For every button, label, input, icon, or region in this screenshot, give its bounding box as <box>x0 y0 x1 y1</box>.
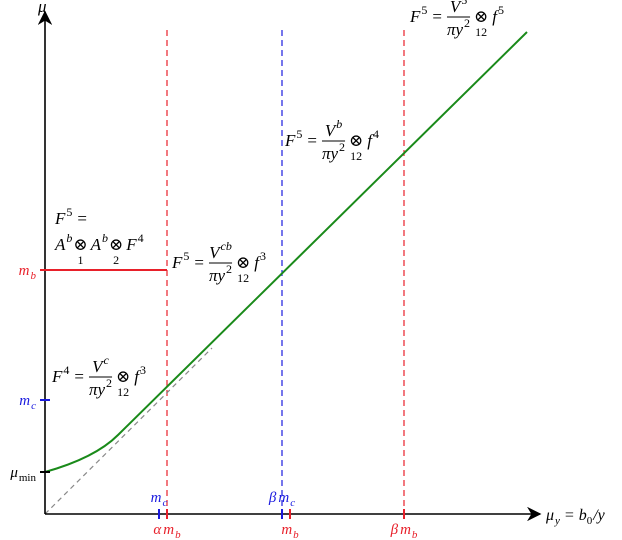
math-text: V <box>209 243 222 262</box>
math-text: = <box>194 253 204 272</box>
math-text: 2 <box>464 16 470 30</box>
math-text: 4 <box>138 231 144 245</box>
tick-label: c <box>162 497 167 509</box>
axis-label: 0 <box>587 515 593 527</box>
tick-label: m <box>19 393 30 409</box>
math-text: 5 <box>183 249 189 263</box>
math-text: 5 <box>296 127 302 141</box>
tick-label: b <box>293 529 299 540</box>
math-text: A <box>90 235 102 254</box>
math-text: 4 <box>373 127 379 141</box>
math-text: b <box>336 117 342 131</box>
math-text: 5 <box>421 3 427 17</box>
math-text: 12 <box>350 149 362 163</box>
math-text: f <box>492 7 499 26</box>
math-text: ⊗ <box>236 253 250 272</box>
math-text: 3 <box>260 249 266 263</box>
math-text: V <box>92 357 105 376</box>
math-text: = <box>432 7 442 26</box>
math-text: 2 <box>113 253 119 267</box>
math-text: F <box>284 131 296 150</box>
tick-label: min <box>19 472 37 484</box>
tick-label: β <box>390 522 399 538</box>
math-text: 3 <box>140 363 146 377</box>
math-text: πy <box>209 266 226 285</box>
math-text: = <box>74 367 84 386</box>
tick-label: m <box>400 522 411 538</box>
math-text: 5 <box>461 0 467 7</box>
math-text: 4 <box>63 363 69 377</box>
math-text: 2 <box>226 262 232 276</box>
math-text: 5 <box>66 205 72 219</box>
math-text: f <box>254 253 261 272</box>
tick-label: c <box>31 400 36 412</box>
math-text: F <box>51 367 63 386</box>
math-text: 12 <box>475 25 487 39</box>
math-text: A <box>54 235 66 254</box>
tick-label: m <box>281 522 292 538</box>
axis-label: /y <box>592 507 605 524</box>
math-text: 2 <box>339 140 345 154</box>
math-text: cb <box>221 239 232 253</box>
math-text: ⊗ <box>73 235 87 254</box>
math-text: F <box>125 235 137 254</box>
axis-label: = b <box>564 507 587 524</box>
math-text: ⊗ <box>474 7 488 26</box>
math-text: 12 <box>237 271 249 285</box>
math-text: F <box>409 7 421 26</box>
math-text: = <box>307 131 317 150</box>
tick-label: m <box>151 490 162 506</box>
axis-label: μ <box>37 0 47 16</box>
math-text: c <box>104 353 110 367</box>
math-text: πy <box>447 20 464 39</box>
tick-label: α <box>153 522 162 538</box>
math-text: F <box>54 209 66 228</box>
tick-label: b <box>175 529 181 540</box>
math-text: = <box>77 209 87 228</box>
math-text: 5 <box>498 3 504 17</box>
math-text: V <box>450 0 463 16</box>
math-text: ⊗ <box>109 235 123 254</box>
tick-label: b <box>412 529 418 540</box>
tick-label: β <box>268 490 277 506</box>
math-text: 2 <box>106 376 112 390</box>
math-text: f <box>367 131 374 150</box>
tick-label: m <box>163 522 174 538</box>
math-text: b <box>66 231 72 245</box>
axis-label: μ <box>545 507 554 524</box>
tick-label: μ <box>9 465 18 481</box>
tick-label: m <box>19 263 30 279</box>
math-text: ⊗ <box>349 131 363 150</box>
math-text: 12 <box>117 385 129 399</box>
tick-label: m <box>278 490 289 506</box>
math-text: f <box>134 367 141 386</box>
math-text: b <box>102 231 108 245</box>
tick-label: c <box>290 497 295 509</box>
mu-curve <box>44 31 528 473</box>
math-text: F <box>171 253 183 272</box>
math-text: V <box>325 121 338 140</box>
math-text: ⊗ <box>116 367 130 386</box>
math-text: πy <box>89 380 106 399</box>
math-text: 1 <box>78 253 84 267</box>
axis-label: y <box>554 515 560 527</box>
tick-label: b <box>31 270 37 282</box>
reference-line <box>44 347 213 515</box>
math-text: πy <box>322 144 339 163</box>
